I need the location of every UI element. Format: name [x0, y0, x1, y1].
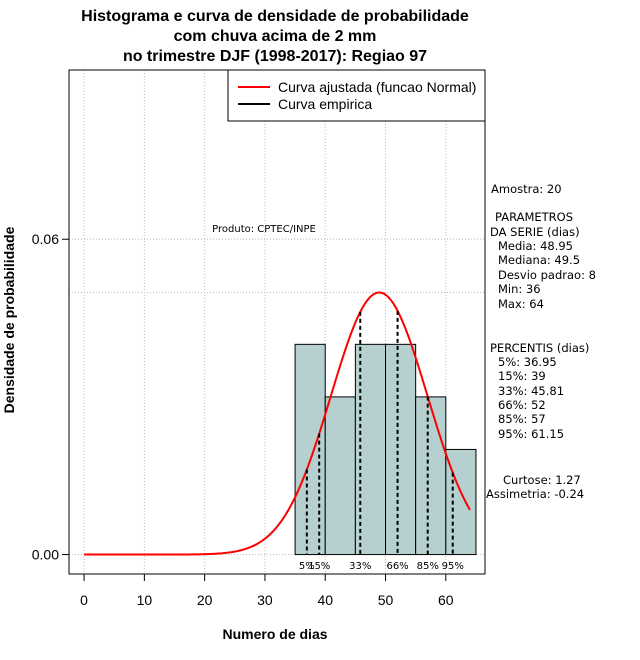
chart-title-line-3: no trimestre DJF (1998-2017): Regiao 97: [123, 48, 427, 65]
histogram-bar: [415, 396, 447, 556]
normal-fit-curve: [84, 291, 471, 556]
y-axis: 0.00 0.06: [32, 231, 70, 563]
chart-title-line-1: Histograma e curva de densidade de proba…: [81, 8, 469, 25]
percentil-66: 66%: 52: [498, 398, 546, 412]
percentile-label: 33%: [349, 561, 371, 572]
skewness: Assimetria: -0.24: [486, 487, 584, 501]
percentile-label: 5%: [299, 561, 315, 572]
sample-size: Amostra: 20: [491, 182, 562, 196]
statistics-panel: Amostra: 20 PARAMETROS DA SERIE (dias) M…: [486, 182, 596, 501]
histogram-bars: [294, 343, 477, 556]
param-max: Max: 64: [498, 297, 544, 311]
histogram-bar: [294, 343, 326, 556]
percentil-15: 15%: 39: [498, 369, 546, 383]
percentile-label: 66%: [386, 561, 408, 572]
params-header-2: DA SERIE (dias): [490, 225, 580, 239]
percentil-85: 85%: 57: [498, 412, 546, 426]
y-tick-label: 0.00: [32, 547, 59, 563]
x-tick-label: 30: [257, 592, 273, 608]
x-tick-label: 60: [438, 592, 454, 608]
chart-title: Histograma e curva de densidade de proba…: [81, 8, 469, 65]
percentile-markers: 5%15% 33% 66% 85% 95%: [299, 310, 464, 572]
chart-title-line-2: com chuva acima de 2 mm: [174, 28, 377, 45]
percentil-33: 33%: 45.81: [498, 384, 564, 398]
percentis-header: PERCENTIS (dias): [490, 341, 589, 355]
legend: Curva ajustada (funcao Normal) Curva emp…: [227, 69, 486, 122]
x-tick-label: 40: [317, 592, 333, 608]
grid-lines: [69, 70, 485, 574]
percentil-5: 5%: 36.95: [498, 355, 557, 369]
params-header-1: PARAMETROS: [495, 210, 573, 224]
percentile-label: 95%: [442, 561, 464, 572]
kurtosis: Curtose: 1.27: [503, 473, 581, 487]
x-tick-label: 0: [80, 592, 88, 608]
param-median: Mediana: 49.5: [498, 253, 580, 267]
histogram-bar: [385, 343, 417, 556]
percentile-label: 85%: [417, 561, 439, 572]
x-tick-label: 50: [378, 592, 394, 608]
product-credit: Produto: CPTEC/INPE: [212, 224, 316, 235]
x-tick-label: 20: [197, 592, 213, 608]
param-min: Min: 36: [498, 282, 541, 296]
x-axis-label: Numero de dias: [222, 626, 327, 642]
legend-box: [227, 69, 486, 122]
param-sd: Desvio padrao: 8: [498, 268, 596, 282]
y-axis-label: Densidade de probabilidade: [1, 226, 17, 413]
param-mean: Media: 48.95: [498, 239, 573, 253]
x-axis: 0 10 20 30 40 50 60: [80, 573, 454, 608]
percentil-95: 95%: 61.15: [498, 427, 564, 441]
x-tick-label: 10: [137, 592, 153, 608]
histogram-bar: [324, 396, 356, 556]
percentile-label: 15%: [308, 561, 330, 572]
legend-entry-empirical: Curva empirica: [278, 96, 372, 112]
fit-curve-layer: [84, 291, 471, 556]
y-tick-label: 0.06: [32, 231, 59, 247]
legend-entry-fit: Curva ajustada (funcao Normal): [278, 79, 476, 95]
